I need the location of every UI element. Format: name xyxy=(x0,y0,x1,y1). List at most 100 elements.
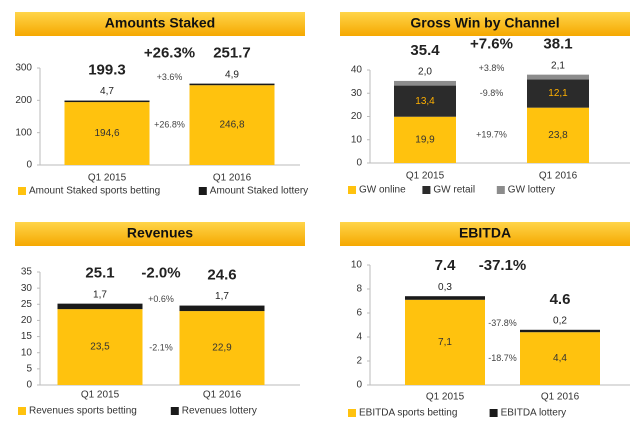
total-label: 38.1 xyxy=(543,36,572,53)
x-tick-label: Q1 2015 xyxy=(88,173,127,184)
change-label: -2.0% xyxy=(141,265,180,282)
legend-swatch xyxy=(170,407,179,415)
value-label: 19,9 xyxy=(415,135,435,146)
segment-change: +26.8% xyxy=(154,119,185,129)
value-label: 1,7 xyxy=(215,291,229,302)
x-tick-label: Q1 2016 xyxy=(213,173,252,184)
y-tick-label: 4 xyxy=(356,332,362,343)
bar-segment xyxy=(57,309,143,385)
panel-header xyxy=(15,222,305,246)
bar-segment xyxy=(527,107,589,163)
y-tick-label: 25 xyxy=(21,299,33,310)
legend-label: GW lottery xyxy=(508,185,555,196)
bar-segment xyxy=(527,74,589,80)
bar-segment xyxy=(64,100,150,103)
y-tick-label: 6 xyxy=(356,308,362,319)
bar-segment xyxy=(520,332,600,385)
value-label: 194,6 xyxy=(94,128,119,139)
value-label: 1,7 xyxy=(93,289,107,300)
y-tick-label: 20 xyxy=(21,315,33,326)
panel-header xyxy=(15,12,305,36)
value-label: 12,1 xyxy=(548,88,568,99)
value-label: 4,4 xyxy=(553,353,567,364)
legend-label: Revenues lottery xyxy=(182,406,257,417)
segment-change: -2.1% xyxy=(149,342,173,352)
legend-label: GW online xyxy=(359,185,406,196)
y-tick-label: 8 xyxy=(356,284,362,295)
segment-change: +0.6% xyxy=(148,294,174,304)
legend-swatch xyxy=(496,186,505,194)
change-label: -37.1% xyxy=(479,257,527,274)
total-label: 4.6 xyxy=(550,291,571,308)
chart-title: Gross Win by Channel xyxy=(410,15,559,31)
bar-segment xyxy=(405,299,485,385)
change-label: +26.3% xyxy=(144,45,195,62)
legend-swatch xyxy=(422,186,431,194)
bar-segment xyxy=(64,102,150,165)
total-label: 35.4 xyxy=(410,42,440,59)
chart-title: Revenues xyxy=(127,225,193,241)
legend-label: EBITDA lottery xyxy=(501,408,567,419)
segment-change: +3.8% xyxy=(479,63,505,73)
value-label: 22,9 xyxy=(212,343,232,354)
legend-label: Amount Staked sports betting xyxy=(29,186,160,197)
y-tick-label: 300 xyxy=(15,63,32,74)
y-tick-label: 100 xyxy=(15,127,32,138)
legend-label: Amount Staked lottery xyxy=(210,186,308,197)
value-label: 4,7 xyxy=(100,86,114,97)
legend-label: GW retail xyxy=(433,185,475,196)
y-tick-label: 0 xyxy=(26,160,32,171)
y-tick-label: 30 xyxy=(351,88,363,99)
legend-swatch xyxy=(18,187,26,195)
segment-change: -37.8% xyxy=(488,318,517,328)
value-label: 4,9 xyxy=(225,69,239,80)
x-tick-label: Q1 2015 xyxy=(406,171,445,182)
y-tick-label: 10 xyxy=(21,347,33,358)
x-tick-label: Q1 2016 xyxy=(203,390,242,401)
segment-change: +3.6% xyxy=(157,72,183,82)
bar-segment xyxy=(394,116,456,163)
value-label: 0,3 xyxy=(438,282,452,293)
segment-change: +19.7% xyxy=(476,130,507,140)
bar-segment xyxy=(394,80,456,86)
bar-segment xyxy=(405,296,485,300)
value-label: 246,8 xyxy=(219,120,244,131)
legend-swatch xyxy=(348,409,356,417)
y-tick-label: 30 xyxy=(21,283,33,294)
legend-swatch xyxy=(18,407,26,415)
legend-label: EBITDA sports betting xyxy=(359,408,457,419)
value-label: 0,2 xyxy=(553,315,567,326)
bar-segment xyxy=(394,85,456,117)
y-tick-label: 35 xyxy=(21,267,33,278)
segment-change: -9.8% xyxy=(480,88,504,98)
total-label: 199.3 xyxy=(88,62,126,79)
total-label: 24.6 xyxy=(207,267,236,284)
y-tick-label: 0 xyxy=(26,380,32,391)
bar-segment xyxy=(57,303,143,310)
y-tick-label: 2 xyxy=(356,356,362,367)
panel-header xyxy=(340,222,630,246)
value-label: 23,8 xyxy=(548,130,568,141)
total-label: 7.4 xyxy=(435,257,457,274)
value-label: 2,0 xyxy=(418,67,432,78)
x-tick-label: Q1 2016 xyxy=(541,392,580,403)
bar-segment xyxy=(189,83,275,86)
chart-title: EBITDA xyxy=(459,225,511,241)
x-tick-label: Q1 2016 xyxy=(539,171,578,182)
value-label: 13,4 xyxy=(415,96,435,107)
legend-label: Revenues sports betting xyxy=(29,406,137,417)
x-tick-label: Q1 2015 xyxy=(81,390,120,401)
legend-swatch xyxy=(198,187,207,195)
total-label: 251.7 xyxy=(213,45,251,62)
legend-swatch xyxy=(348,186,356,194)
value-label: 2,1 xyxy=(551,60,565,71)
y-tick-label: 15 xyxy=(21,331,33,342)
y-tick-label: 200 xyxy=(15,95,32,106)
y-tick-label: 10 xyxy=(351,134,363,145)
bar-segment xyxy=(520,329,600,333)
total-label: 25.1 xyxy=(85,265,114,282)
change-label: +7.6% xyxy=(470,36,513,53)
bar-segment xyxy=(179,305,265,312)
y-tick-label: 5 xyxy=(26,363,32,374)
